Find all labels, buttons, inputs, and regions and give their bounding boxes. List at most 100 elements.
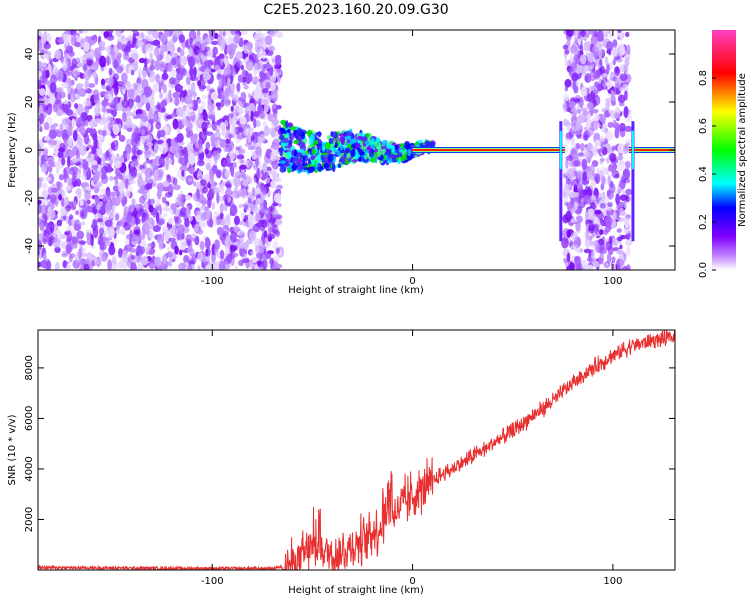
spectrogram-cell: [264, 102, 269, 113]
spectrogram-cell: [271, 225, 279, 235]
spectrogram-cell: [360, 146, 367, 150]
spectrogram-cell: [102, 232, 107, 238]
spectrogram-cell: [61, 82, 70, 88]
spectrogram-cell: [177, 193, 184, 203]
spectrogram-cell: [203, 72, 211, 81]
spectrogram-cell: [80, 55, 85, 61]
spectrogram-cell: [71, 58, 78, 68]
spectrogram-cell: [587, 208, 595, 216]
spectrogram-cell: [617, 30, 622, 34]
spectrogram-cell: [146, 35, 154, 42]
spectrogram-cell: [121, 72, 128, 83]
spectrogram-cell: [95, 205, 101, 210]
spectrogram-cell: [74, 41, 81, 48]
spectrogram-cell: [581, 158, 588, 170]
spectrogram-cell: [156, 139, 164, 145]
spectrogram-cell: [617, 94, 626, 104]
spectrogram-cell: [588, 224, 595, 234]
spectrogram-cell: [253, 91, 258, 100]
spectrogram-cell: [222, 232, 227, 239]
spectrogram-cell: [139, 195, 146, 205]
spectrogram-cell: [125, 188, 131, 199]
spectrogram-cell: [255, 39, 259, 52]
spectrogram-cell: [256, 167, 261, 179]
spectrogram-cell: [140, 168, 146, 174]
spectrogram-cell: [221, 127, 228, 137]
spectrogram-cell: [565, 158, 569, 170]
spectrogram-cell: [256, 260, 262, 266]
spectrogram-cell: [116, 102, 124, 111]
spectrogram-cell: [229, 42, 237, 53]
spectrogram-cell: [184, 194, 192, 201]
spectrogram-cell: [610, 109, 616, 119]
spectrogram-cell: [159, 50, 165, 60]
spectrogram-cell: [230, 30, 237, 36]
spectrogram-cell: [43, 121, 50, 131]
spectrogram-cell: [223, 147, 230, 153]
spectrogram-cell: [336, 149, 341, 156]
spectrogram-panel: -100 0 100 -40 -20 0 20 40 Height of straight …: [7, 29, 676, 296]
spectrogram-cell: [145, 183, 153, 190]
spectrogram-cell: [578, 96, 584, 108]
spectrogram-cell: [608, 48, 612, 56]
spectrogram-cell: [197, 80, 202, 87]
spectrogram-cell: [38, 199, 42, 205]
spectrogram-cell: [273, 192, 282, 204]
spectrogram-cell: [269, 257, 275, 266]
spectrogram-cell: [159, 91, 164, 99]
spectrogram-cell: [117, 181, 126, 193]
spectrogram-cell: [57, 131, 62, 138]
spectrogram-cell: [577, 152, 585, 157]
spectrogram-cell: [579, 54, 587, 65]
spectrogram-cell: [358, 156, 362, 162]
spectrogram-cell: [597, 48, 603, 58]
spectrogram-cell: [181, 169, 185, 177]
spectrogram-cell: [237, 74, 243, 83]
spectrogram-cell: [240, 65, 245, 71]
spectrogram-cell: [604, 130, 613, 141]
spectrogram-cell: [616, 228, 622, 233]
spectrogram-cell: [61, 253, 68, 258]
spectrogram-cell: [625, 188, 633, 196]
spectrogram-cell: [573, 54, 579, 63]
spectrogram-cell: [101, 106, 107, 113]
spectrogram-cell: [274, 218, 283, 226]
spectrogram-cell: [310, 155, 316, 160]
spectrogram-cell: [102, 129, 107, 137]
spectrogram-cell: [370, 137, 375, 146]
spectrogram-cell: [166, 251, 174, 258]
spectrogram-cell: [63, 196, 69, 207]
spectrogram-cell: [199, 240, 205, 251]
spectrogram-cell: [214, 239, 220, 251]
spectrogram-cell: [93, 194, 100, 204]
spectrogram-cell: [618, 86, 624, 92]
spectrogram-cell: [97, 256, 103, 267]
spectrogram-cell: [114, 179, 119, 186]
spectrogram-cell: [94, 105, 101, 117]
spectrogram-cell: [179, 152, 184, 165]
spectrogram-cell: [584, 75, 589, 83]
spectrogram-cell: [612, 45, 619, 58]
spectrogram-cell: [573, 160, 581, 167]
spectrogram-cell: [356, 144, 362, 149]
spectrogram-cell: [91, 71, 98, 79]
spectrogram-cell: [321, 152, 329, 156]
spectrogram-cell: [565, 132, 573, 141]
spectrogram-cell: [609, 153, 617, 163]
spectrogram-cell: [337, 163, 341, 168]
spectrogram-cell: [198, 131, 203, 141]
spectrogram-cell: [216, 191, 220, 204]
spectrogram-cell: [583, 134, 589, 141]
spectrogram-cell: [192, 76, 199, 81]
spectrogram-cell: [208, 114, 213, 120]
spectrogram-cell: [135, 95, 141, 103]
spectrogram-cell: [38, 39, 43, 51]
spectrogram-cell: [187, 142, 193, 153]
spectrogram-cell: [39, 74, 47, 84]
spectrogram-cell: [70, 227, 77, 238]
spectrogram-cell: [238, 203, 244, 209]
spectrogram-cell: [108, 76, 114, 87]
spectrogram-cell: [264, 63, 272, 69]
spectrogram-cell: [624, 224, 631, 233]
spectrogram-cell: [611, 262, 616, 270]
